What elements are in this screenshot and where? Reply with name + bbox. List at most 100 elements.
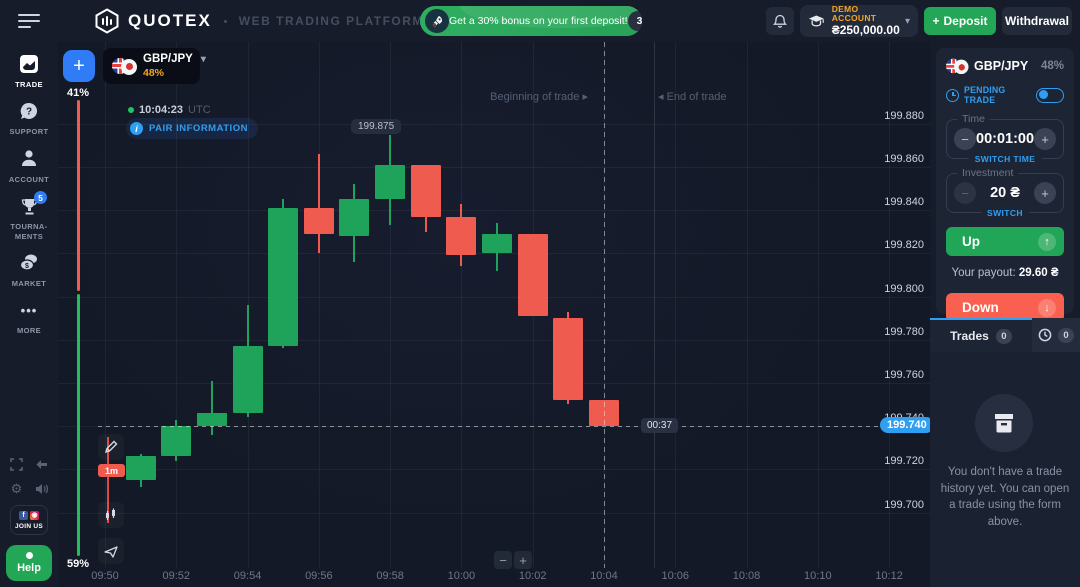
withdrawal-button[interactable]: Withdrawal bbox=[1002, 7, 1072, 35]
pending-clock-icon bbox=[946, 88, 959, 102]
investment-decrease-button[interactable]: − bbox=[954, 182, 976, 204]
current-price-line bbox=[98, 426, 930, 428]
price-axis-label: 199.840 bbox=[884, 196, 924, 209]
instagram-icon: ◉ bbox=[30, 510, 39, 520]
time-axis-label: 10:04 bbox=[590, 570, 618, 582]
fullscreen-icon[interactable] bbox=[9, 457, 24, 472]
payout-label: Your payout: bbox=[951, 267, 1016, 279]
arrow-up-icon: ↑ bbox=[1038, 232, 1056, 251]
vertical-gridline bbox=[105, 42, 106, 568]
investment-increase-button[interactable]: + bbox=[1034, 182, 1056, 204]
arrow-right-icon: ▸ bbox=[582, 91, 588, 103]
plus-icon: + bbox=[73, 54, 85, 77]
candle-body bbox=[196, 413, 227, 427]
time-axis-label: 10:00 bbox=[447, 570, 476, 582]
pair-information-label: PAIR INFORMATION bbox=[149, 123, 248, 134]
bonus-badge: 30% bbox=[627, 11, 642, 31]
investment-field-legend: Investment bbox=[957, 167, 1019, 179]
pair-payout-percent: 48% bbox=[143, 66, 165, 79]
help-label: Help bbox=[17, 562, 41, 574]
price-axis-label: 199.760 bbox=[884, 368, 924, 381]
logo[interactable]: QUOTEX bbox=[94, 8, 212, 34]
time-axis-label: 09:50 bbox=[91, 570, 119, 582]
payout-row: Your payout: 29.60 ₴ bbox=[946, 267, 1064, 279]
price-axis-label: 199.780 bbox=[884, 325, 924, 338]
vertical-gridline bbox=[247, 42, 249, 568]
notifications-button[interactable] bbox=[766, 7, 794, 35]
more-dots-icon: ••• bbox=[20, 302, 38, 318]
sidebar-item-label: SUPPORT bbox=[9, 127, 49, 137]
investment-value[interactable]: 20 ₴ bbox=[990, 185, 1020, 201]
candle-wick bbox=[210, 380, 213, 435]
arrow-left-icon: ◂ bbox=[658, 91, 664, 103]
trade-pair-row: GBP/JPY 48% bbox=[946, 58, 1064, 75]
pending-trade-toggle[interactable] bbox=[1036, 87, 1064, 103]
end-of-trade-label: ◂ End of trade bbox=[658, 91, 727, 103]
trades-tab-label: Trades bbox=[950, 329, 989, 343]
info-icon: i bbox=[130, 122, 143, 135]
vertical-gridline bbox=[176, 42, 178, 568]
trade-history-area: You don't have a trade history yet. You … bbox=[930, 352, 1080, 587]
sidebar-item-trade[interactable]: TRADE bbox=[0, 53, 58, 89]
candle-body bbox=[339, 199, 370, 237]
deposit-button[interactable]: + Deposit bbox=[924, 7, 996, 35]
bonus-banner[interactable]: Get a 30% bonus on your first deposit! 3… bbox=[420, 6, 642, 36]
bonus-banner-text: Get a 30% bonus on your first deposit! bbox=[449, 15, 628, 27]
time-decrease-button[interactable]: − bbox=[954, 128, 976, 150]
clock-time: 10:04:23 bbox=[139, 104, 184, 116]
sidebar-item-tournaments[interactable]: 5 TOURNA-MENTS bbox=[0, 191, 58, 241]
chart-type-icon[interactable] bbox=[98, 502, 124, 528]
quick-trade-plane-icon[interactable] bbox=[98, 538, 124, 564]
time-axis-label: 10:10 bbox=[804, 570, 832, 582]
sidebar-item-support[interactable]: ? SUPPORT bbox=[0, 100, 58, 136]
draw-pencil-icon[interactable] bbox=[98, 434, 124, 460]
vertical-gridline bbox=[675, 42, 677, 568]
pair-flags-icon bbox=[946, 58, 969, 75]
sidebar-item-account[interactable]: ACCOUNT bbox=[0, 148, 58, 184]
candle-body bbox=[410, 164, 441, 217]
pair-selector[interactable]: GBP/JPY ▾ 48% bbox=[103, 48, 206, 84]
switch-investment-button[interactable]: SWITCH bbox=[981, 208, 1029, 218]
time-value[interactable]: 00:01:00 bbox=[976, 131, 1035, 147]
plus-icon: + bbox=[519, 552, 527, 568]
trades-count-badge: 0 bbox=[995, 328, 1012, 344]
sidebar-item-more[interactable]: ••• MORE bbox=[0, 299, 58, 336]
chart-area[interactable]: 09:50 09:52 09:54 09:56 09:58 10:00 10:02 10:04… bbox=[58, 42, 934, 587]
time-increase-button[interactable]: + bbox=[1034, 128, 1057, 150]
time-axis-label: 09:56 bbox=[305, 570, 333, 582]
tab-trades[interactable]: Trades 0 bbox=[930, 318, 1032, 352]
empty-state-icon-circle bbox=[975, 394, 1033, 452]
user-icon bbox=[18, 148, 40, 170]
sound-icon[interactable] bbox=[34, 481, 49, 496]
account-type-label: DEMO ACCOUNT bbox=[831, 4, 877, 24]
up-button[interactable]: Up ↑ bbox=[946, 227, 1064, 256]
menu-icon[interactable] bbox=[18, 14, 40, 28]
candle-body bbox=[588, 400, 619, 427]
zoom-in-button[interactable]: + bbox=[514, 551, 532, 569]
up-label: Up bbox=[962, 234, 980, 249]
candle-body bbox=[161, 426, 192, 457]
switch-time-button[interactable]: SWITCH TIME bbox=[968, 154, 1042, 164]
time-field-legend: Time bbox=[957, 113, 990, 125]
deposit-label: Deposit bbox=[943, 14, 988, 28]
add-asset-button[interactable]: + bbox=[63, 50, 95, 82]
horizontal-gridline bbox=[58, 469, 930, 471]
time-axis-label: 10:08 bbox=[732, 570, 761, 582]
zoom-out-button[interactable]: − bbox=[494, 551, 512, 569]
candle-body bbox=[125, 456, 156, 481]
timeframe-badge[interactable]: 1m bbox=[98, 464, 126, 477]
down-button[interactable]: Down ↓ bbox=[946, 293, 1064, 322]
help-button[interactable]: Help bbox=[6, 545, 52, 581]
sidebar-item-market[interactable]: $ MARKET bbox=[0, 252, 58, 288]
left-sidebar: TRADE ? SUPPORT ACCOUNT 5 TOURNA-MENTS $ bbox=[0, 42, 58, 587]
collapse-arrow-icon[interactable] bbox=[34, 457, 49, 472]
pair-information-button[interactable]: i PAIR INFORMATION bbox=[126, 118, 258, 139]
japan-flag-icon bbox=[954, 59, 969, 75]
account-switcher[interactable]: DEMO ACCOUNT ₴250,000.00 ▾ bbox=[800, 4, 918, 37]
vertical-gridline bbox=[817, 42, 819, 568]
tab-history[interactable]: 0 bbox=[1032, 318, 1080, 352]
join-us-button[interactable]: f ◉ JOIN US bbox=[10, 505, 48, 535]
settings-gear-icon[interactable]: ⚙ bbox=[10, 480, 23, 496]
toggle-knob bbox=[1039, 90, 1048, 99]
time-axis-label: 09:58 bbox=[376, 570, 404, 582]
